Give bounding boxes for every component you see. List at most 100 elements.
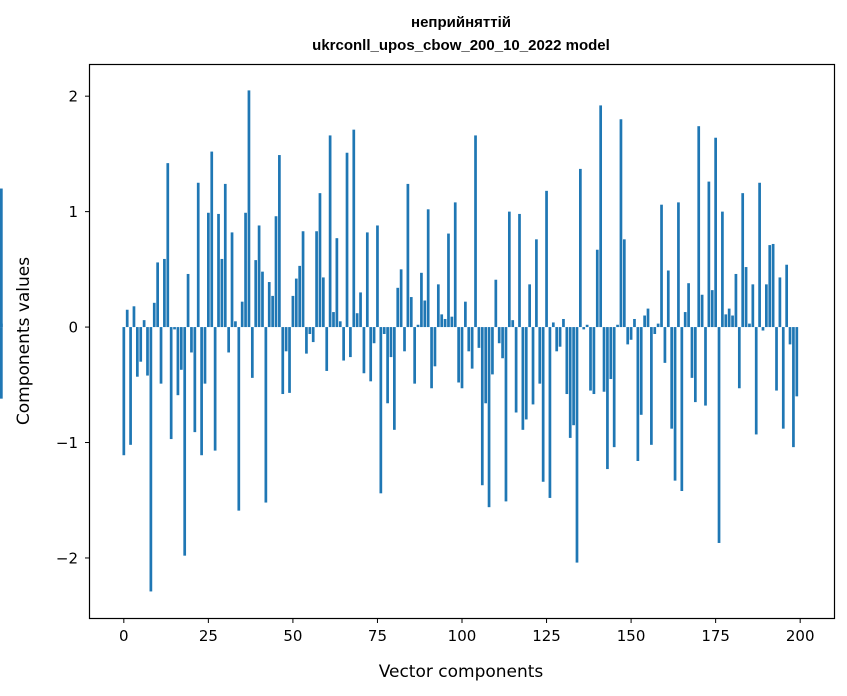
bar [365, 232, 369, 328]
bar [521, 327, 525, 430]
bar [325, 327, 329, 371]
bar [643, 315, 646, 328]
bar [190, 327, 193, 353]
bar [484, 327, 488, 404]
bar [758, 182, 761, 328]
x-tick-label: 25 [199, 627, 218, 645]
x-tick-label: 50 [283, 627, 302, 645]
bar [710, 290, 714, 328]
plot-frame [88, 63, 836, 620]
bar [622, 239, 626, 328]
bar [592, 327, 596, 395]
bar [524, 327, 528, 420]
bar [639, 327, 643, 415]
bar [572, 327, 575, 426]
bar [166, 163, 170, 328]
bar [321, 277, 325, 328]
bar [700, 294, 704, 328]
bar [616, 324, 619, 328]
x-tick-label: 125 [532, 627, 561, 645]
bar [274, 216, 278, 328]
bar [724, 314, 728, 328]
bar [433, 327, 437, 367]
bar [213, 327, 217, 451]
bar [595, 249, 599, 328]
bar [480, 327, 484, 486]
bar [507, 211, 511, 328]
bar [555, 327, 559, 352]
bar [203, 327, 207, 384]
bar [399, 269, 403, 328]
bar [159, 327, 163, 384]
bar [690, 327, 694, 378]
bar [531, 327, 535, 405]
bar [528, 284, 531, 328]
bar [731, 315, 734, 328]
bar [474, 135, 477, 328]
bar [792, 327, 795, 448]
bar [754, 327, 758, 435]
y-tick-label: −2 [56, 549, 78, 567]
bar [294, 278, 298, 328]
bar [650, 327, 653, 445]
bar [721, 211, 724, 328]
bar [447, 233, 450, 328]
bar [538, 327, 542, 384]
bar [467, 327, 471, 352]
bar [504, 327, 508, 502]
bar [338, 321, 342, 328]
bar [460, 327, 464, 389]
bar [670, 327, 674, 429]
bar [606, 327, 609, 470]
x-tick-label: 175 [701, 627, 730, 645]
bar [271, 295, 274, 328]
bar [562, 318, 565, 328]
bar [267, 282, 271, 328]
bar [362, 327, 366, 374]
bar [761, 327, 765, 331]
bar [311, 327, 315, 343]
bar [683, 312, 687, 328]
bar [673, 327, 677, 481]
y-tick-label: 0 [68, 319, 78, 337]
bar [156, 262, 159, 328]
bar [785, 264, 789, 328]
bar [707, 181, 711, 328]
bar [288, 327, 291, 393]
bar [254, 260, 258, 328]
bar [345, 152, 349, 328]
bar [737, 327, 741, 389]
bar [352, 129, 356, 328]
bar [227, 327, 231, 353]
bar [717, 327, 721, 543]
bar [629, 327, 633, 340]
bar [687, 283, 690, 328]
bar [727, 308, 731, 328]
bar [589, 327, 592, 391]
bar [426, 209, 430, 328]
bar [541, 327, 545, 482]
chart-title: неприйняттій [411, 14, 511, 31]
bar [230, 232, 234, 328]
bar [393, 327, 396, 430]
bar [666, 270, 670, 328]
bar [457, 327, 460, 383]
bar [660, 204, 663, 328]
bar [443, 318, 447, 328]
bar [633, 318, 636, 328]
y-tick-label: 2 [68, 88, 78, 106]
bar [436, 284, 440, 328]
bar [609, 327, 613, 380]
y-tick-label: 1 [68, 203, 78, 221]
bar [636, 327, 640, 461]
bar [183, 327, 187, 556]
bar [477, 327, 481, 348]
bar [430, 327, 433, 389]
bar [173, 327, 176, 330]
bar [318, 193, 322, 328]
bar [464, 301, 467, 328]
bar [413, 327, 417, 384]
bar [281, 327, 285, 395]
bar [240, 301, 244, 328]
bar [176, 327, 180, 396]
